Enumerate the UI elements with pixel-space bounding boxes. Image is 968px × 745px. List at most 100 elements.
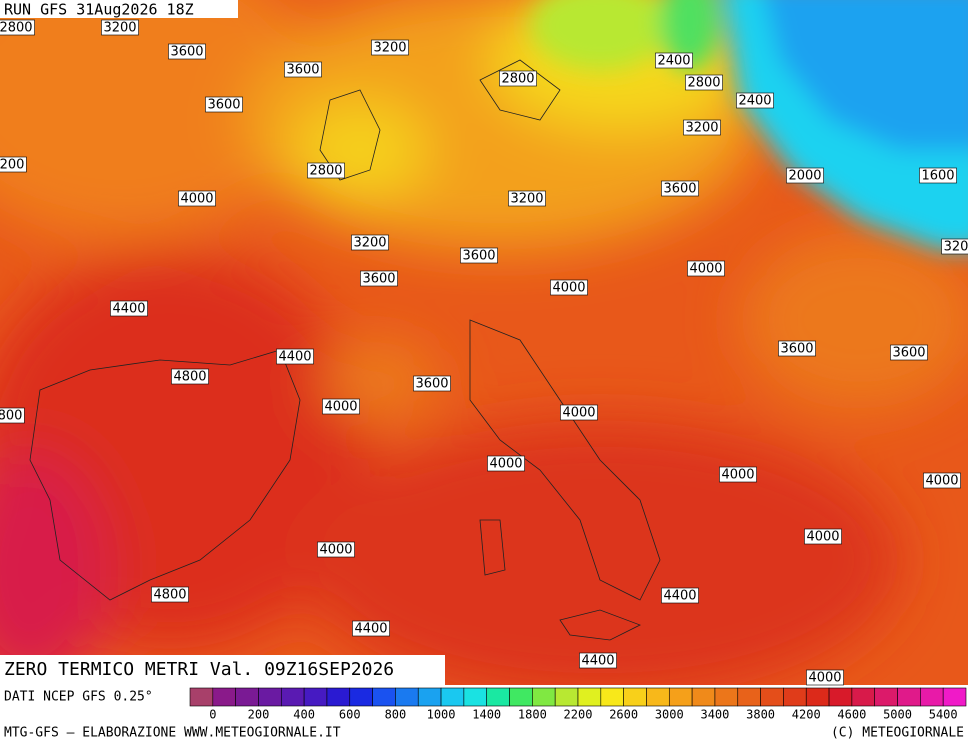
colorbar-label: 400 bbox=[293, 708, 315, 722]
colorbar-label: 2600 bbox=[609, 708, 638, 722]
label-box bbox=[0, 19, 35, 36]
label-text: 4400 bbox=[581, 654, 614, 669]
contour-label: 4800 bbox=[171, 368, 209, 385]
label-box bbox=[683, 119, 721, 136]
label-box bbox=[360, 270, 398, 287]
colorbar-swatch bbox=[509, 687, 533, 707]
label-box bbox=[508, 190, 546, 207]
label-text: 4000 bbox=[808, 671, 841, 686]
contour-label: 4400 bbox=[352, 620, 390, 637]
run-header: RUN GFS 31Aug2026 18Z bbox=[4, 1, 194, 19]
label-text: 3600 bbox=[362, 272, 395, 287]
colorbar-swatch bbox=[646, 687, 670, 707]
colorbar-swatch bbox=[395, 687, 419, 707]
label-text: 3600 bbox=[780, 342, 813, 357]
label-box bbox=[307, 162, 345, 179]
contour-label: 4000 bbox=[550, 279, 588, 296]
label-text: 2400 bbox=[738, 94, 771, 109]
contour-label: 200 bbox=[0, 156, 27, 173]
label-text: 4400 bbox=[354, 622, 387, 637]
label-box bbox=[151, 586, 189, 603]
contour-label: 3600 bbox=[413, 375, 451, 392]
label-text: 3600 bbox=[170, 45, 203, 60]
label-box bbox=[351, 234, 389, 251]
label-box bbox=[655, 52, 693, 69]
label-box bbox=[786, 167, 824, 184]
colorbar-swatch bbox=[486, 687, 510, 707]
label-text: 4400 bbox=[278, 350, 311, 365]
label-box bbox=[371, 39, 409, 56]
label-box bbox=[284, 61, 322, 78]
label-box bbox=[661, 180, 699, 197]
contour-label: 4800 bbox=[151, 586, 189, 603]
label-box bbox=[178, 190, 216, 207]
colorbar-label: 5000 bbox=[883, 708, 912, 722]
label-text: 3200 bbox=[353, 236, 386, 251]
colorbar-swatch bbox=[942, 687, 967, 707]
colorbar-label: 800 bbox=[385, 708, 407, 722]
colorbar-swatch bbox=[623, 687, 647, 707]
colorbar-swatch bbox=[189, 687, 214, 707]
colorbar-swatch bbox=[532, 687, 556, 707]
contour-label: 3600 bbox=[661, 180, 699, 197]
contour-label: 3200 bbox=[371, 39, 409, 56]
label-box bbox=[322, 398, 360, 415]
contour-label: 2800 bbox=[499, 70, 537, 87]
label-box bbox=[719, 466, 757, 483]
label-box bbox=[550, 279, 588, 296]
colorbar-swatch bbox=[805, 687, 830, 707]
contour-label: 4400 bbox=[276, 348, 314, 365]
contour-label: 3200 bbox=[351, 234, 389, 251]
colorbar-swatch bbox=[554, 687, 579, 707]
colorbar-label: 3400 bbox=[700, 708, 729, 722]
label-text: 3600 bbox=[663, 182, 696, 197]
colorbar: 0 200 400 600 800 1000 1400 1800 2200 2600 3000 340… bbox=[189, 687, 967, 722]
colorbar-swatch bbox=[440, 687, 465, 707]
label-text: 3600 bbox=[286, 63, 319, 78]
label-text: 3600 bbox=[207, 98, 240, 113]
colorbar-swatch bbox=[349, 687, 373, 707]
colorbar-label: 4600 bbox=[837, 708, 866, 722]
colorbar-swatch bbox=[280, 687, 305, 707]
colorbar-swatch bbox=[600, 687, 624, 707]
label-text: 4400 bbox=[663, 589, 696, 604]
label-box bbox=[110, 300, 148, 317]
colorbar-label: 5400 bbox=[929, 708, 958, 722]
colorbar-swatch bbox=[714, 687, 739, 707]
label-text: 2800 bbox=[687, 76, 720, 91]
contour-label: 4400 bbox=[661, 587, 699, 604]
label-text: 4400 bbox=[112, 302, 145, 317]
colorbar-swatch bbox=[920, 687, 944, 707]
label-text: 320 bbox=[944, 240, 968, 255]
colorbar-swatch bbox=[737, 687, 761, 707]
contour-label: 3200 bbox=[101, 19, 139, 36]
contour-label: 4000 bbox=[719, 466, 757, 483]
colorbar-swatch bbox=[417, 687, 442, 707]
label-box bbox=[687, 260, 725, 277]
colorbar-swatch bbox=[691, 687, 716, 707]
label-box bbox=[923, 472, 961, 489]
label-text: 4000 bbox=[552, 281, 585, 296]
colorbar-swatch bbox=[258, 687, 282, 707]
colorbar-label: 0 bbox=[209, 708, 216, 722]
contour-label: 3200 bbox=[508, 190, 546, 207]
label-text: 4000 bbox=[489, 457, 522, 472]
colorbar-swatch bbox=[874, 687, 898, 707]
contour-label: 4400 bbox=[110, 300, 148, 317]
colorbar-swatch bbox=[372, 687, 396, 707]
colorbar-swatch bbox=[851, 687, 876, 707]
colorbar-swatch bbox=[235, 687, 259, 707]
map-title: ZERO TERMICO METRI Val. 09Z16SEP2026 bbox=[4, 659, 394, 680]
colorbar-label: 3000 bbox=[655, 708, 684, 722]
label-box bbox=[171, 368, 209, 385]
label-box bbox=[579, 652, 617, 669]
contour-label: 2400 bbox=[736, 92, 774, 109]
label-text: 4000 bbox=[319, 543, 352, 558]
label-text: 2400 bbox=[657, 54, 690, 69]
colorbar-swatch bbox=[326, 687, 351, 707]
header-box bbox=[0, 0, 238, 18]
contour-label: 1600 bbox=[919, 167, 957, 184]
colorbar-label: 200 bbox=[248, 708, 270, 722]
